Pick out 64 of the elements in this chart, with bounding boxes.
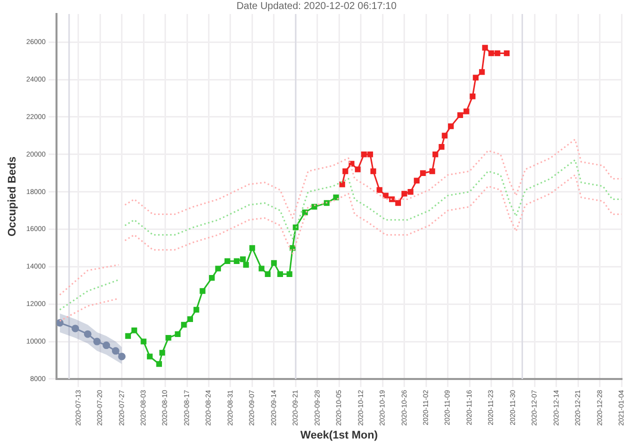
point <box>324 200 330 206</box>
point <box>200 288 206 294</box>
point <box>187 316 194 322</box>
point <box>277 271 284 278</box>
point <box>249 245 256 251</box>
point <box>56 319 64 327</box>
point <box>376 187 382 193</box>
point <box>479 69 485 75</box>
point <box>504 50 510 56</box>
point <box>125 333 131 339</box>
y-axis-title: Occupied Beds <box>6 156 19 237</box>
point <box>470 93 476 100</box>
point <box>72 324 80 332</box>
point <box>457 112 464 118</box>
point <box>166 334 172 341</box>
point <box>140 338 146 344</box>
point <box>240 256 246 262</box>
point <box>382 192 389 198</box>
point <box>118 352 126 360</box>
point <box>181 322 187 328</box>
point <box>464 108 470 114</box>
point <box>395 200 401 206</box>
point <box>420 170 426 176</box>
point <box>333 194 339 200</box>
point <box>414 178 420 184</box>
point <box>442 132 448 139</box>
point <box>448 123 454 130</box>
point <box>408 188 414 195</box>
point <box>234 258 240 264</box>
point <box>112 347 120 355</box>
point <box>432 152 438 158</box>
point <box>174 331 181 337</box>
point <box>156 361 162 367</box>
point <box>224 258 230 264</box>
point <box>258 266 264 272</box>
point <box>367 152 374 158</box>
point <box>264 271 271 278</box>
point <box>494 50 500 56</box>
point <box>93 338 101 346</box>
point <box>208 275 215 281</box>
point <box>215 266 221 272</box>
x-axis-title: Week(1st Mon) <box>300 429 378 442</box>
point <box>271 260 277 266</box>
point <box>438 144 444 150</box>
point <box>354 166 361 172</box>
point <box>243 262 249 268</box>
point <box>342 168 348 174</box>
point <box>131 327 138 334</box>
point <box>401 190 408 197</box>
point <box>361 152 367 158</box>
point <box>370 168 376 174</box>
point <box>472 74 479 81</box>
point <box>193 306 200 313</box>
point <box>339 181 346 188</box>
point <box>302 210 308 216</box>
point <box>84 330 92 338</box>
point <box>488 50 494 56</box>
point <box>102 342 110 350</box>
chart-title: Date Updated: 2020-12-02 06:17:10 <box>236 0 397 12</box>
point <box>429 168 436 174</box>
point <box>286 271 292 278</box>
point <box>159 350 166 356</box>
point <box>482 44 488 51</box>
point <box>146 354 153 360</box>
